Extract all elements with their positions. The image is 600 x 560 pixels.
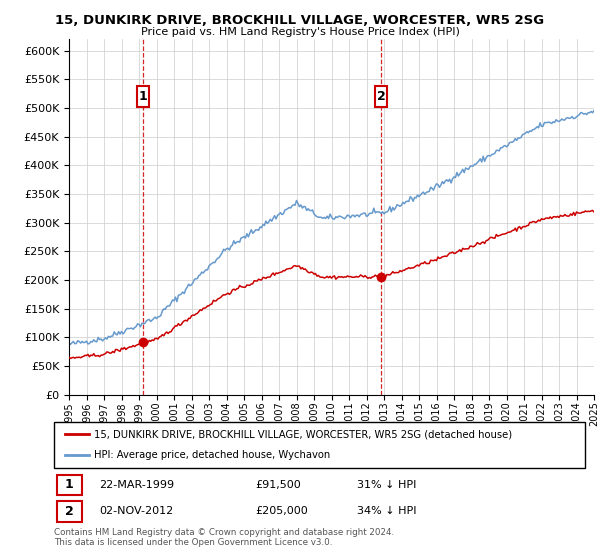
Text: Price paid vs. HM Land Registry's House Price Index (HPI): Price paid vs. HM Land Registry's House … — [140, 27, 460, 37]
Text: 2: 2 — [377, 90, 386, 103]
Text: 1: 1 — [139, 90, 147, 103]
Text: Contains HM Land Registry data © Crown copyright and database right 2024.
This d: Contains HM Land Registry data © Crown c… — [54, 528, 394, 548]
FancyBboxPatch shape — [56, 475, 82, 495]
Text: 2: 2 — [65, 505, 74, 518]
Text: £91,500: £91,500 — [256, 480, 302, 490]
Text: £205,000: £205,000 — [256, 506, 308, 516]
FancyBboxPatch shape — [56, 501, 82, 521]
Text: 34% ↓ HPI: 34% ↓ HPI — [356, 506, 416, 516]
Text: 22-MAR-1999: 22-MAR-1999 — [99, 480, 174, 490]
Text: 15, DUNKIRK DRIVE, BROCKHILL VILLAGE, WORCESTER, WR5 2SG: 15, DUNKIRK DRIVE, BROCKHILL VILLAGE, WO… — [55, 14, 545, 27]
Text: 1: 1 — [65, 478, 74, 491]
Text: HPI: Average price, detached house, Wychavon: HPI: Average price, detached house, Wych… — [94, 450, 330, 460]
FancyBboxPatch shape — [375, 86, 388, 108]
Text: 31% ↓ HPI: 31% ↓ HPI — [356, 480, 416, 490]
Text: 02-NOV-2012: 02-NOV-2012 — [99, 506, 173, 516]
FancyBboxPatch shape — [137, 86, 149, 108]
Text: 15, DUNKIRK DRIVE, BROCKHILL VILLAGE, WORCESTER, WR5 2SG (detached house): 15, DUNKIRK DRIVE, BROCKHILL VILLAGE, WO… — [94, 429, 512, 439]
